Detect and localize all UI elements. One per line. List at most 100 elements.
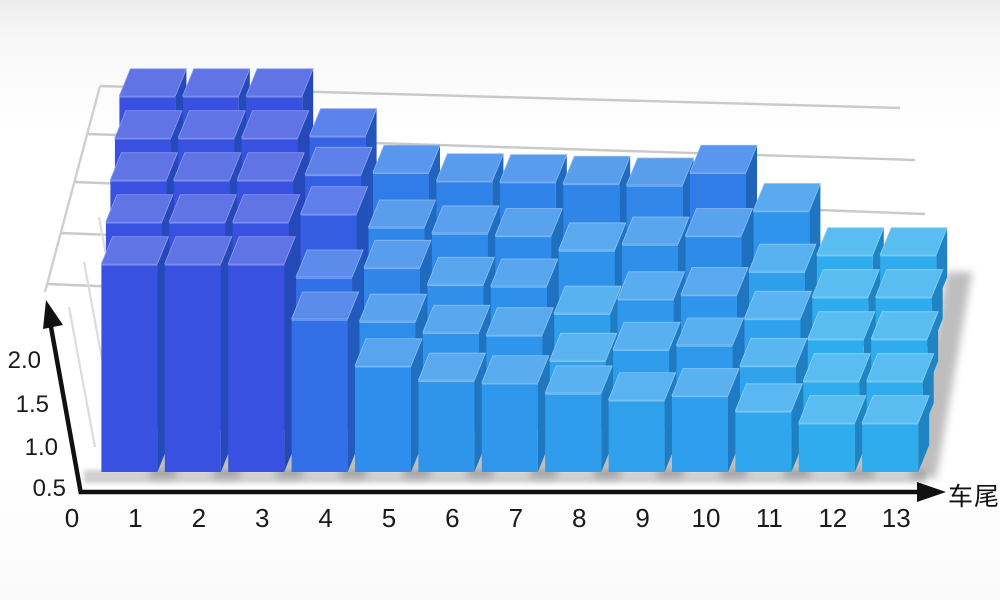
y-tick-label: 1.5 xyxy=(16,391,49,418)
bar-top-face xyxy=(241,110,310,139)
bar-top-face xyxy=(743,290,812,319)
x-tick-label: 4 xyxy=(318,503,332,533)
y-tick-label: 1.0 xyxy=(25,434,58,461)
bar-front-face xyxy=(481,382,538,472)
x-tick-label: 8 xyxy=(572,503,586,533)
y-tick-label: 2.0 xyxy=(8,347,41,374)
bar-top-face xyxy=(861,395,930,424)
bar-top-face xyxy=(295,249,364,278)
bar-top-face xyxy=(417,352,486,381)
bar-top-face xyxy=(164,236,233,265)
bar-top-face xyxy=(816,227,885,256)
bar-side-face xyxy=(918,395,930,472)
x-tick-label: 3 xyxy=(255,503,269,533)
left-wall-gridline xyxy=(67,306,97,448)
bar-top-face xyxy=(866,353,935,382)
x-tick-label: 5 xyxy=(382,503,396,533)
bar-col12-row1 xyxy=(798,395,867,472)
bar-top-face xyxy=(499,154,568,183)
bar-col6-row1 xyxy=(417,352,486,472)
bar-front-face xyxy=(291,319,348,472)
bar-front-face xyxy=(355,365,411,472)
bar-top-face xyxy=(300,186,369,215)
axes xyxy=(43,300,946,502)
bar-col1-row1 xyxy=(100,236,169,472)
y-tick-label: 0.5 xyxy=(33,475,66,502)
bar-top-face xyxy=(363,239,432,268)
bar-top-face xyxy=(562,155,631,184)
bar-top-face xyxy=(879,227,948,256)
bar-top-face xyxy=(626,157,695,186)
x-tick-label: 0 xyxy=(65,503,79,533)
x-axis-label: 车尾 xyxy=(948,483,1000,511)
bar-top-face xyxy=(675,317,745,346)
bar-front-face xyxy=(545,392,602,472)
bar-top-face xyxy=(173,152,242,181)
bar-col10-row1 xyxy=(671,368,740,472)
bar-top-face xyxy=(671,368,740,396)
x-tick-label: 1 xyxy=(128,503,142,533)
back-wall-left-edge xyxy=(43,85,102,293)
bar-front-face xyxy=(228,263,285,472)
bar-top-face xyxy=(358,293,428,322)
bar-top-face xyxy=(734,383,803,412)
bar-front-face xyxy=(101,263,158,472)
bar-top-face xyxy=(105,194,174,223)
bar-top-face xyxy=(811,269,880,298)
bar-top-face xyxy=(485,307,554,336)
bar-front-face xyxy=(164,263,221,472)
bar-top-face xyxy=(177,110,246,139)
y-axis-arrowhead xyxy=(43,300,63,329)
x-tick-label: 13 xyxy=(882,503,911,533)
bar-top-face xyxy=(232,194,301,223)
x-tick-label: 10 xyxy=(692,503,721,533)
bar-top-face xyxy=(168,194,237,223)
bar-col7-row1 xyxy=(481,355,550,472)
bar-front-face xyxy=(862,422,919,472)
bar-top-face xyxy=(739,337,808,366)
bar-top-face xyxy=(558,222,627,251)
bar-top-face xyxy=(236,152,305,181)
bar-front-face xyxy=(735,410,792,472)
bar-top-face xyxy=(544,365,613,394)
bar-top-face xyxy=(109,152,178,181)
x-tick-label: 9 xyxy=(635,503,649,533)
x-tick-label: 2 xyxy=(192,503,206,533)
bar-top-face xyxy=(118,68,187,97)
bars-3d xyxy=(100,68,948,472)
bar-top-face xyxy=(802,353,871,382)
bar-col8-row1 xyxy=(544,365,613,472)
bar-top-face xyxy=(372,144,441,173)
bar-top-face xyxy=(553,285,622,314)
bar-top-face xyxy=(481,355,550,384)
bar-top-face xyxy=(291,291,360,320)
bar-col11-row1 xyxy=(734,383,803,472)
bar-top-face xyxy=(870,311,939,340)
x-axis-arrowhead xyxy=(917,482,946,502)
bar-top-face xyxy=(621,216,690,245)
bar-top-face xyxy=(435,153,504,182)
bar-top-face xyxy=(494,208,563,236)
bar-col4-row1 xyxy=(291,291,360,472)
bar-top-face xyxy=(304,146,373,175)
bar-top-face xyxy=(684,208,754,236)
bar-top-face xyxy=(182,68,251,97)
bar-top-face xyxy=(608,372,677,401)
bar-top-face xyxy=(245,68,314,97)
x-tick-label: 7 xyxy=(509,503,523,533)
bar-top-face xyxy=(114,110,183,139)
bar-top-face xyxy=(752,183,821,211)
bar-top-face xyxy=(422,304,491,333)
bar-col3-row1 xyxy=(227,236,296,472)
x-tick-label: 11 xyxy=(756,503,783,533)
bar-top-face xyxy=(689,144,758,173)
bar-top-face xyxy=(549,332,618,361)
bar-front-face xyxy=(418,380,475,472)
y-axis-line xyxy=(48,326,84,495)
x-tick-label: 6 xyxy=(445,503,459,533)
bar-top-face xyxy=(617,271,686,300)
bar-front-face xyxy=(608,399,665,472)
bar-top-face xyxy=(431,205,500,234)
